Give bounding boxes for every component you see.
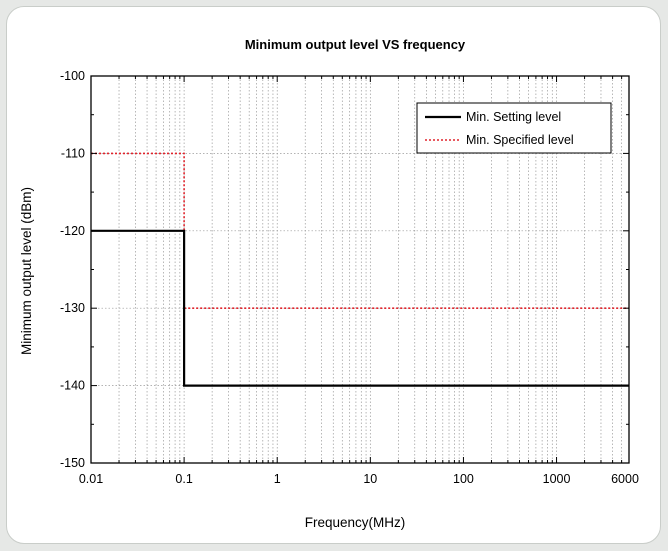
- y-tick-label: -110: [61, 146, 85, 160]
- chart: Minimum output level VS frequency 0.01 0.…: [19, 37, 639, 530]
- y-tick-labels: -150 -140 -130 -120 -110 -100: [60, 69, 85, 470]
- x-tick-label: 1000: [543, 472, 571, 486]
- chart-title: Minimum output level VS frequency: [245, 37, 466, 52]
- legend-label-setting: Min. Setting level: [466, 110, 561, 124]
- y-axis-title: Minimum output level (dBm): [19, 187, 34, 355]
- x-tick-label: 0.01: [79, 472, 103, 486]
- y-tick-label: -140: [60, 379, 85, 393]
- series-layer: [91, 152, 629, 387]
- x-tick-label: 0.1: [175, 472, 192, 486]
- x-tick-labels: 0.01 0.1 1 10 100 1000 6000: [79, 472, 639, 486]
- y-tick-label: -100: [60, 69, 85, 83]
- x-tick-label: 1: [274, 472, 281, 486]
- y-tick-label: -130: [60, 301, 85, 315]
- ticks: [90, 75, 630, 464]
- y-tick-label: -150: [60, 456, 85, 470]
- x-tick-label: 100: [453, 472, 474, 486]
- legend: Min. Setting level Min. Specified level: [416, 102, 612, 154]
- y-tick-label: -120: [60, 224, 85, 238]
- chart-card: Minimum output level VS frequency 0.01 0.…: [6, 6, 661, 544]
- series-setting-level-line: [91, 229, 629, 387]
- legend-box: [416, 102, 612, 154]
- x-tick-label: 6000: [611, 472, 639, 486]
- legend-label-specified: Min. Specified level: [466, 133, 574, 147]
- grid: [91, 76, 629, 463]
- x-tick-label: 10: [363, 472, 377, 486]
- x-axis-title: Frequency(MHz): [305, 515, 406, 530]
